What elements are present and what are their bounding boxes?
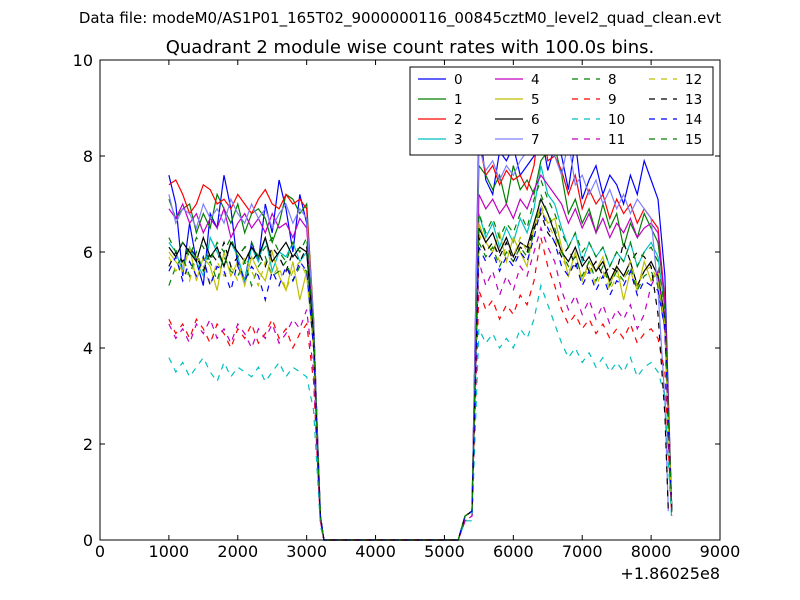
legend-label-7: 7 [531,132,540,148]
y-tick-label: 0 [83,531,93,550]
axis-ticks: 0 1000 2000 3000 4000 5000 6000 7000 8000 9000 0 2 4… [73,51,741,561]
y-tick-label: 8 [83,147,93,166]
legend-label-11: 11 [608,132,625,148]
series-line-10 [168,283,673,541]
legend-label-4: 4 [531,72,540,88]
legend-label-13: 13 [685,92,702,108]
legend-box [409,66,714,156]
x-tick-label: 8000 [631,542,672,561]
legend-label-10: 10 [608,112,625,128]
legend-label-9: 9 [608,92,617,108]
chart-title: Quadrant 2 module wise count rates with … [166,37,655,58]
figure-suptitle: Data file: modeM0/AS1P01_165T02_90000001… [78,9,722,27]
series-line-2 [168,112,673,541]
x-tick-label: 4000 [355,542,396,561]
legend-label-3: 3 [454,132,463,148]
legend-label-6: 6 [531,112,540,128]
series-line-0 [168,122,673,541]
x-tick-label: 3000 [286,542,327,561]
y-tick-label: 4 [83,339,93,358]
series-line-13 [168,212,669,541]
series-line-5 [168,207,673,541]
series-line-12 [168,202,673,541]
plot-frame [99,59,721,541]
x-tick-label: 6000 [493,542,534,561]
x-tick-label: 5000 [424,542,465,561]
legend-label-8: 8 [608,72,617,88]
series-line-15 [168,178,673,541]
x-tick-label: 0 [95,542,105,561]
legend-label-1: 1 [454,92,463,108]
y-tick-label: 10 [73,51,93,70]
x-tick-label: 1000 [149,542,190,561]
series-line-7 [168,105,669,541]
x-tick-label: 9000 [700,542,741,561]
x-tick-label: 2000 [217,542,258,561]
y-tick-label: 2 [83,435,93,454]
legend-label-2: 2 [454,112,463,128]
legend-label-12: 12 [685,72,702,88]
series-line-4 [168,174,673,541]
y-tick-label: 6 [83,243,93,262]
series-line-6 [168,197,673,541]
series-line-14 [168,206,673,541]
legend-label-15: 15 [685,132,702,148]
legend-label-5: 5 [531,92,540,108]
series-line-11 [168,226,673,541]
series-layer [168,105,673,541]
x-tick-label: 7000 [562,542,603,561]
legend-label-14: 14 [685,112,702,128]
series-line-1 [168,145,673,541]
legend-label-0: 0 [454,72,463,88]
x-offset-label: +1.86025e8 [620,564,720,583]
